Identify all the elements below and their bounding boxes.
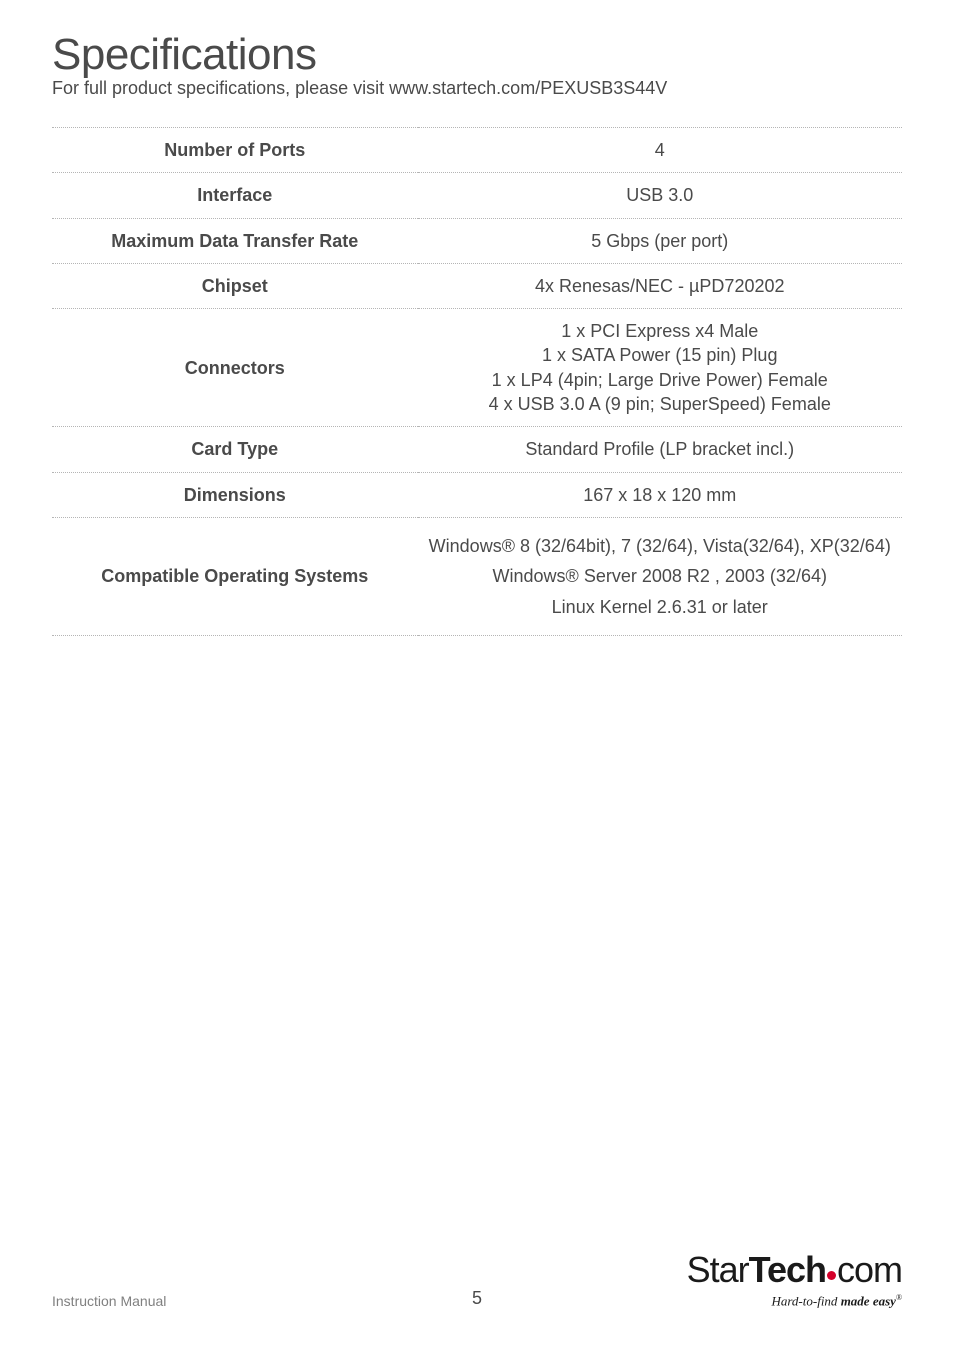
os-line: Linux Kernel 2.6.31 or later: [426, 595, 895, 619]
os-line: Windows® 8 (32/64bit), 7 (32/64), Vista(…: [426, 534, 895, 558]
logo-main: StarTechcom: [687, 1249, 902, 1291]
connector-line: 1 x LP4 (4pin; Large Drive Power) Female: [426, 368, 895, 392]
spec-label: Connectors: [52, 309, 418, 427]
tagline-reg: ®: [896, 1293, 902, 1302]
spec-value: 167 x 18 x 120 mm: [418, 472, 903, 517]
spec-label: Interface: [52, 173, 418, 218]
logo-text-tech: Tech: [749, 1249, 826, 1290]
spec-value: 5 Gbps (per port): [418, 218, 903, 263]
page-number: 5: [472, 1288, 482, 1309]
spec-label: Chipset: [52, 263, 418, 308]
table-row: Compatible Operating Systems Windows® 8 …: [52, 517, 902, 635]
spec-label: Dimensions: [52, 472, 418, 517]
spec-value: USB 3.0: [418, 173, 903, 218]
table-row: Card Type Standard Profile (LP bracket i…: [52, 427, 902, 472]
page-subtitle: For full product specifications, please …: [52, 78, 902, 99]
page-footer: Instruction Manual 5 StarTechcom Hard-to…: [0, 1249, 954, 1309]
spec-label: Maximum Data Transfer Rate: [52, 218, 418, 263]
page-title: Specifications: [52, 30, 902, 80]
logo-tagline: Hard-to-find made easy®: [687, 1293, 902, 1309]
tagline-prefix: Hard-to-find: [771, 1293, 840, 1308]
connector-line: 4 x USB 3.0 A (9 pin; SuperSpeed) Female: [426, 392, 895, 416]
table-row: Dimensions 167 x 18 x 120 mm: [52, 472, 902, 517]
os-line: Windows® Server 2008 R2 , 2003 (32/64): [426, 564, 895, 588]
footer-left-text: Instruction Manual: [52, 1293, 166, 1309]
spec-value: Windows® 8 (32/64bit), 7 (32/64), Vista(…: [418, 517, 903, 635]
spec-label: Number of Ports: [52, 128, 418, 173]
spec-label: Compatible Operating Systems: [52, 517, 418, 635]
tagline-bold: made easy: [841, 1293, 896, 1308]
logo-dot-icon: [827, 1271, 836, 1280]
spec-value: 1 x PCI Express x4 Male 1 x SATA Power (…: [418, 309, 903, 427]
brand-logo: StarTechcom Hard-to-find made easy®: [687, 1249, 902, 1309]
table-row: Interface USB 3.0: [52, 173, 902, 218]
spec-value: 4: [418, 128, 903, 173]
spec-label: Card Type: [52, 427, 418, 472]
logo-text-com: com: [837, 1249, 902, 1290]
connector-line: 1 x PCI Express x4 Male: [426, 319, 895, 343]
spec-value: Standard Profile (LP bracket incl.): [418, 427, 903, 472]
spec-table: Number of Ports 4 Interface USB 3.0 Maxi…: [52, 127, 902, 636]
table-row: Maximum Data Transfer Rate 5 Gbps (per p…: [52, 218, 902, 263]
table-row: Number of Ports 4: [52, 128, 902, 173]
table-row: Connectors 1 x PCI Express x4 Male 1 x S…: [52, 309, 902, 427]
table-row: Chipset 4x Renesas/NEC - µPD720202: [52, 263, 902, 308]
spec-value: 4x Renesas/NEC - µPD720202: [418, 263, 903, 308]
logo-text-star: Star: [687, 1249, 749, 1290]
connector-line: 1 x SATA Power (15 pin) Plug: [426, 343, 895, 367]
